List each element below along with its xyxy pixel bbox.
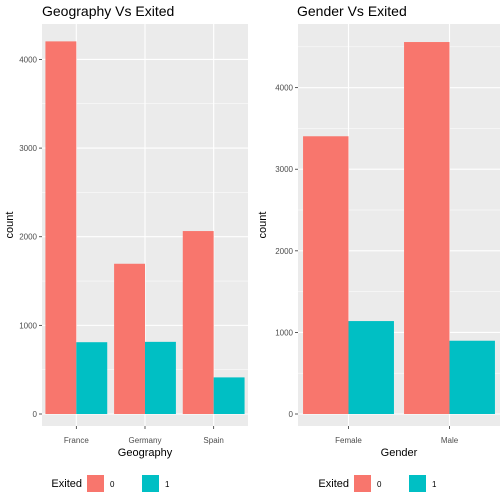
bar-germany-exited-0 xyxy=(114,263,145,414)
x-tick-label: France xyxy=(64,436,89,445)
legend-key-exited-0 xyxy=(87,475,104,492)
legend-key-exited-1 xyxy=(409,475,426,492)
y-tick-label: 2000 xyxy=(19,233,37,242)
x-axis-label: Geography xyxy=(118,447,173,459)
chart-title: Gender Vs Exited xyxy=(297,3,407,19)
legend-label: 1 xyxy=(165,480,170,489)
y-tick-label: 0 xyxy=(289,410,294,419)
y-tick-label: 3000 xyxy=(19,144,37,153)
x-tick-label: Male xyxy=(441,436,459,445)
x-axis-label: Gender xyxy=(381,447,418,459)
y-tick-label: 0 xyxy=(33,410,38,419)
x-tick-label: Female xyxy=(335,436,362,445)
x-tick-label: Germany xyxy=(129,436,162,445)
y-tick-label: 4000 xyxy=(19,55,37,64)
legend-key-exited-1 xyxy=(142,475,159,492)
y-tick-label: 3000 xyxy=(275,165,293,174)
legend-label: 1 xyxy=(432,480,437,489)
x-tick-label: Spain xyxy=(203,436,223,445)
legend-label: 0 xyxy=(377,480,382,489)
bar-spain-exited-1 xyxy=(213,377,245,414)
y-tick-label: 2000 xyxy=(275,247,293,256)
bar-germany-exited-1 xyxy=(145,341,176,414)
y-axis-label: count xyxy=(257,212,269,239)
bar-france-exited-1 xyxy=(76,342,108,414)
bar-female-exited-1 xyxy=(348,321,394,414)
y-tick-label: 1000 xyxy=(275,328,293,337)
y-axis-label: count xyxy=(4,212,16,239)
bar-spain-exited-0 xyxy=(182,231,214,414)
y-tick-label: 1000 xyxy=(19,321,37,330)
legend-title: Exited xyxy=(51,478,82,490)
bar-male-exited-1 xyxy=(449,340,495,414)
chart-title: Geography Vs Exited xyxy=(42,3,174,19)
bar-female-exited-0 xyxy=(303,136,349,415)
bar-france-exited-0 xyxy=(45,41,77,414)
y-tick-label: 4000 xyxy=(275,84,293,93)
bar-male-exited-0 xyxy=(404,42,450,415)
legend-title: Exited xyxy=(318,478,349,490)
legend-label: 0 xyxy=(110,480,115,489)
legend-key-exited-0 xyxy=(354,475,371,492)
